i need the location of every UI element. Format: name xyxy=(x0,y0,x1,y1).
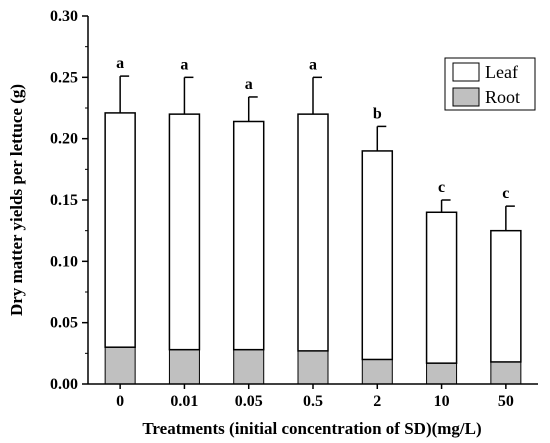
bar-leaf-0.5 xyxy=(297,113,329,352)
legend-label-leaf: Leaf xyxy=(485,62,518,82)
x-tick-label-10: 10 xyxy=(434,393,450,410)
y-tick-label: 0.15 xyxy=(50,192,78,209)
bar-leaf-0.05 xyxy=(232,120,265,351)
y-tick-label: 0.10 xyxy=(50,253,78,270)
significance-label-0.5: a xyxy=(309,56,317,73)
bar-leaf-10 xyxy=(425,211,458,364)
bar-root-0.01 xyxy=(168,349,200,385)
bar-leaf-2 xyxy=(361,150,394,361)
x-tick-label-0.01: 0.01 xyxy=(170,393,198,410)
significance-label-0.01: a xyxy=(180,56,188,73)
significance-label-0.05: a xyxy=(245,76,253,93)
x-tick-label-50: 50 xyxy=(498,393,514,410)
bar-root-10 xyxy=(426,362,458,385)
y-tick-label: 0.05 xyxy=(50,315,78,332)
significance-label-0: a xyxy=(116,55,124,72)
legend-swatch-leaf xyxy=(452,62,480,82)
bar-leaf-50 xyxy=(490,229,522,363)
bar-root-0 xyxy=(104,346,136,385)
bar-leaf-0.01 xyxy=(168,113,201,351)
x-tick-label-2: 2 xyxy=(373,393,381,410)
x-axis-title: Treatments (initial concentration of SD)… xyxy=(142,419,481,438)
bars: a a a a b c c xyxy=(104,55,522,385)
legend: Leaf Root xyxy=(444,57,536,111)
y-tick-label: 0.30 xyxy=(50,8,78,25)
significance-label-50: c xyxy=(502,185,509,202)
y-axis-title: Dry matter yields per lettuce (g) xyxy=(7,84,26,316)
significance-label-10: c xyxy=(438,179,445,196)
bar-root-2 xyxy=(361,358,393,385)
bar-leaf-0 xyxy=(104,112,136,348)
bar-root-0.05 xyxy=(233,349,265,385)
x-tick-label-0: 0 xyxy=(116,393,124,410)
bar-root-50 xyxy=(490,361,522,385)
significance-label-2: b xyxy=(373,105,382,122)
x-tick-label-0.5: 0.5 xyxy=(303,393,323,410)
y-tick-label: 0.00 xyxy=(50,376,78,393)
y-tick-label: 0.25 xyxy=(50,69,78,86)
y-tick-label: 0.20 xyxy=(50,131,78,148)
bar-root-0.5 xyxy=(297,350,329,385)
legend-label-root: Root xyxy=(485,87,520,107)
x-tick-label-0.05: 0.05 xyxy=(235,393,263,410)
legend-swatch-root xyxy=(452,87,480,107)
